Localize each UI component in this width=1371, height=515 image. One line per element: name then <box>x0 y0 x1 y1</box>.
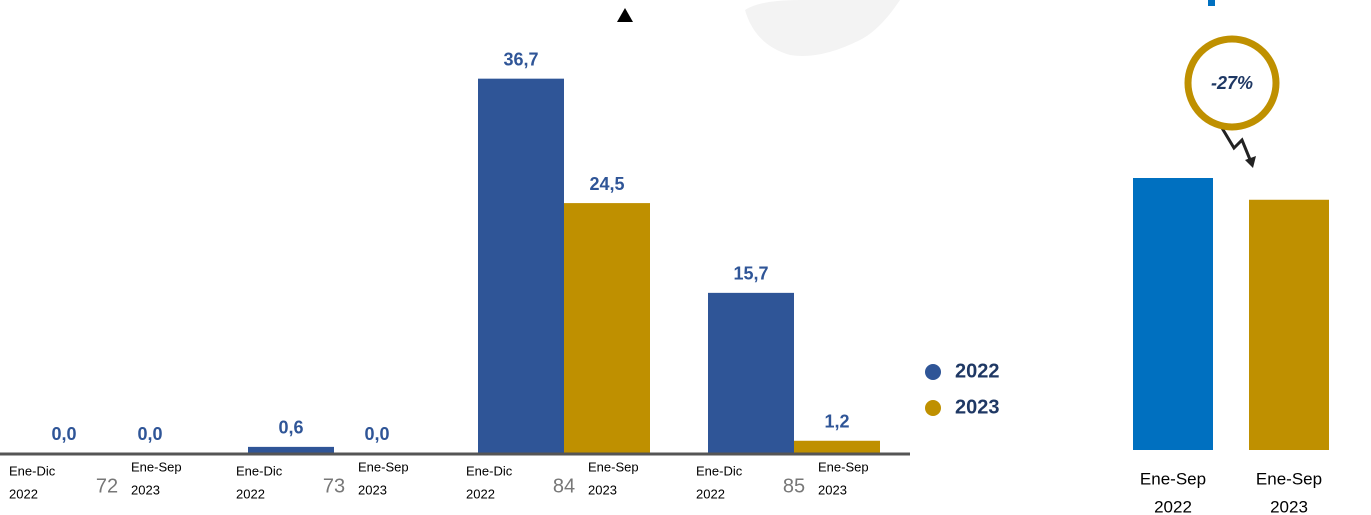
value-label: 24,5 <box>589 174 624 194</box>
group-label: 72 <box>96 475 118 497</box>
value-label: 36,7 <box>503 49 538 69</box>
annotation: -27% <box>1211 73 1253 93</box>
bar <box>478 78 564 453</box>
bar <box>1249 199 1329 450</box>
year-label: 2023 <box>818 482 847 497</box>
bar <box>794 440 880 453</box>
map-decoration <box>745 0 900 56</box>
period-label: Ene-Dic <box>9 463 56 478</box>
bar <box>1133 178 1213 450</box>
bar <box>564 203 650 453</box>
group-label: 73 <box>323 475 345 497</box>
x-tick-label: 2022 <box>1154 497 1192 515</box>
year-label: 2022 <box>466 486 495 501</box>
value-label: 0,6 <box>278 418 303 438</box>
period-label: Ene-Sep <box>818 459 869 474</box>
year-label: 2023 <box>588 482 617 497</box>
value-label: 0,0 <box>51 424 76 444</box>
value-label: 0,0 <box>137 424 162 444</box>
period-label: Ene-Dic <box>466 463 513 478</box>
bar <box>708 292 794 453</box>
bar <box>248 446 334 453</box>
x-tick-label: Ene-Sep <box>1140 469 1206 488</box>
annotation-ring <box>1184 35 1280 131</box>
legend-marker <box>925 400 941 416</box>
period-label: Ene-Dic <box>696 463 743 478</box>
period-label: Ene-Sep <box>131 459 182 474</box>
x-tick-label: 2023 <box>1270 497 1308 515</box>
year-label: 2023 <box>358 482 387 497</box>
year-label: 2022 <box>9 486 38 501</box>
arrow-decoration <box>617 8 633 22</box>
year-label: 2022 <box>236 486 265 501</box>
period-label: Ene-Sep <box>358 459 409 474</box>
group-label: 85 <box>783 475 805 497</box>
zigzag-arrowhead <box>1245 156 1256 168</box>
legend-label: 2023 <box>955 396 1000 418</box>
legend-marker <box>925 364 941 380</box>
value-label: 1,2 <box>824 412 849 432</box>
value-label: 15,7 <box>733 264 768 284</box>
title-decoration <box>1208 0 1215 6</box>
x-tick-label: Ene-Sep <box>1256 469 1322 488</box>
value-label: 0,0 <box>364 424 389 444</box>
legend-label: 2022 <box>955 360 1000 382</box>
period-label: Ene-Sep <box>588 459 639 474</box>
year-label: 2022 <box>696 486 725 501</box>
zigzag-arrow <box>1220 127 1253 163</box>
period-label: Ene-Dic <box>236 463 283 478</box>
group-label: 84 <box>553 475 575 497</box>
year-label: 2023 <box>131 482 160 497</box>
